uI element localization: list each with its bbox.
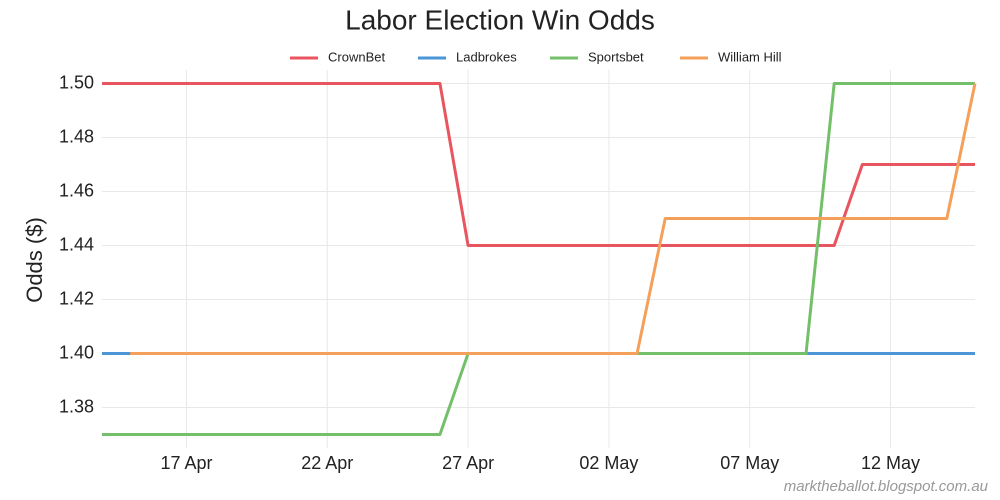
- legend-label: Ladbrokes: [456, 49, 517, 64]
- y-tick-label: 1.50: [59, 72, 94, 92]
- y-axis-label: Odds ($): [22, 217, 47, 303]
- x-tick-label: 17 Apr: [160, 453, 212, 473]
- source-note: marktheballot.blogspot.com.au: [784, 478, 989, 495]
- legend-label: CrownBet: [328, 49, 385, 64]
- chart-title: Labor Election Win Odds: [345, 4, 655, 35]
- y-tick-label: 1.46: [59, 180, 94, 200]
- x-tick-label: 02 May: [579, 453, 638, 473]
- data-line: [130, 83, 977, 355]
- legend-label: William Hill: [718, 49, 782, 64]
- y-tick-label: 1.38: [59, 396, 94, 416]
- x-tick-label: 12 May: [861, 453, 920, 473]
- x-tick-label: 07 May: [720, 453, 779, 473]
- y-tick-label: 1.48: [59, 126, 94, 146]
- data-line: [102, 82, 975, 247]
- legend-label: Sportsbet: [588, 49, 644, 64]
- x-tick-label: 22 Apr: [301, 453, 353, 473]
- y-tick-label: 1.44: [59, 234, 94, 254]
- x-tick-label: 27 Apr: [442, 453, 494, 473]
- y-tick-label: 1.42: [59, 288, 94, 308]
- data-line: [102, 82, 975, 436]
- y-tick-label: 1.40: [59, 342, 94, 362]
